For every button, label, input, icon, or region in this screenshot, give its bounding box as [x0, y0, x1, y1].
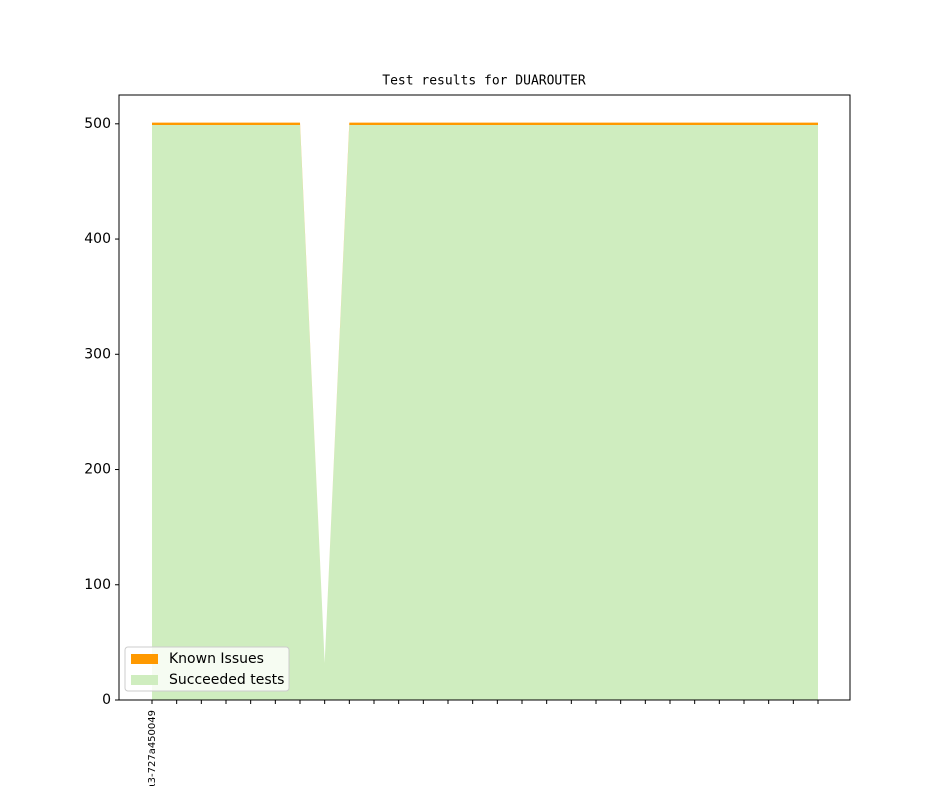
x-tick-label: ι3-727a450049 — [147, 710, 158, 787]
legend-box — [124, 646, 290, 692]
plot-frame — [118, 94, 851, 701]
y-tick-label: 400 — [84, 231, 111, 247]
y-tick-label: 0 — [102, 692, 111, 708]
y-tick-label: 100 — [84, 577, 111, 593]
y-tick-label: 500 — [84, 116, 111, 132]
y-tick-label: 300 — [84, 346, 111, 362]
legend-swatch — [131, 675, 158, 685]
legend-label: Known Issues — [169, 651, 264, 667]
y-tick-label: 200 — [84, 462, 111, 478]
legend-swatch — [131, 654, 158, 664]
area — [152, 124, 818, 700]
chart-title: Test results for DUAROUTER — [382, 74, 586, 89]
legend-label: Succeeded tests — [169, 672, 284, 688]
legend: Known Issues Succeeded tests — [124, 646, 290, 692]
